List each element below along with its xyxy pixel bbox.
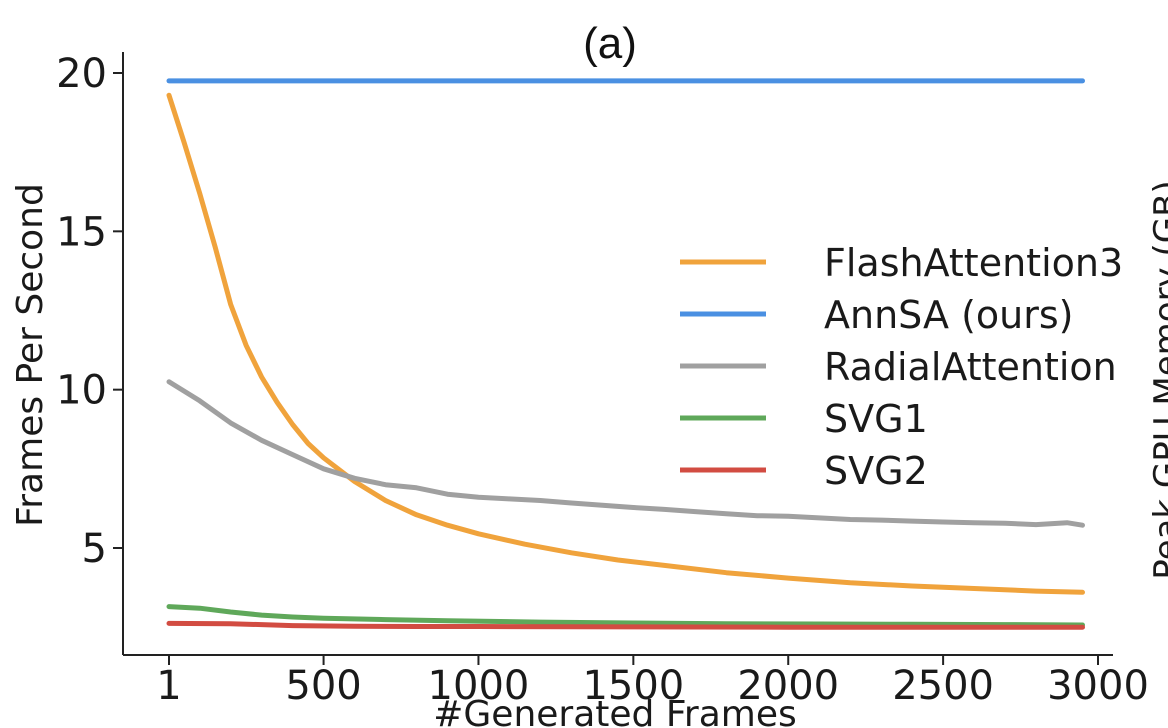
series-line-svg1 xyxy=(166,604,1085,628)
legend-label-svg2: SVG2 xyxy=(824,449,928,493)
x-tick-label: 2500 xyxy=(892,663,994,709)
y-tick-label: 5 xyxy=(82,526,107,572)
y-tick-label: 10 xyxy=(56,368,107,414)
x-tick-label: 1500 xyxy=(582,663,684,709)
legend-label-svg1: SVG1 xyxy=(824,397,928,441)
legend: FlashAttention3 AnnSA (ours) RadialAttenti… xyxy=(680,241,1123,493)
chart-title: (a) xyxy=(583,19,637,68)
y-axis-title: Frames Per Second xyxy=(10,183,51,527)
series-layer xyxy=(166,78,1085,630)
x-tick-label: 3000 xyxy=(1047,663,1149,709)
x-tick-label: 500 xyxy=(285,663,361,709)
x-tick-label: 1000 xyxy=(428,663,530,709)
x-tick-label: 1 xyxy=(156,663,181,709)
x-tick-label: 2000 xyxy=(737,663,839,709)
y-tick-label: 20 xyxy=(56,51,107,97)
legend-label-annsa-ours: AnnSA (ours) xyxy=(824,293,1073,337)
series-line-flashattention3 xyxy=(166,92,1085,595)
series-line-radialattention xyxy=(166,379,1085,528)
series-line-svg2 xyxy=(166,620,1085,630)
right-axis-title-partial: Peak GPU Memory (GB) xyxy=(1147,180,1168,579)
x-axis-title: #Generated Frames xyxy=(433,694,797,728)
y-tick-label: 15 xyxy=(56,209,107,255)
legend-label-flashattention3: FlashAttention3 xyxy=(824,241,1123,285)
legend-label-radialattention: RadialAttention xyxy=(824,345,1117,389)
